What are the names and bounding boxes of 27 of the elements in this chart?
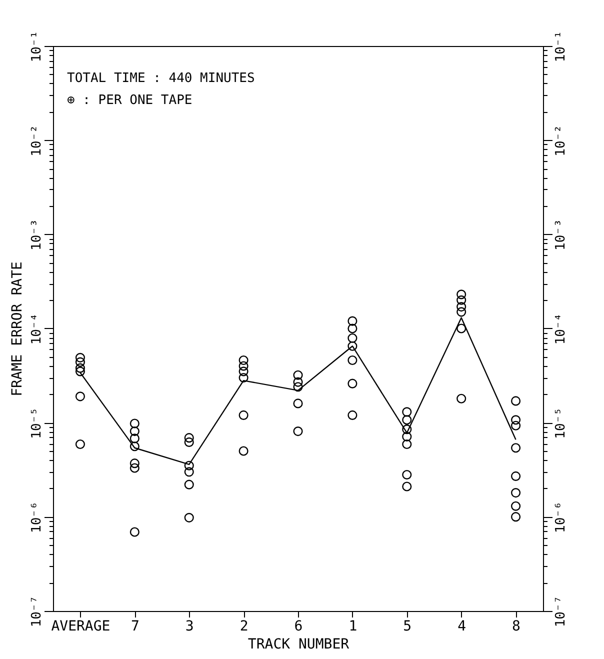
x-tick-label: 2 (240, 618, 248, 634)
text: 10⁻⁷ (554, 596, 568, 628)
y-tick-label: 10⁻⁴ (30, 313, 44, 345)
x-tick-label: 3 (185, 618, 194, 634)
y-tick-label: 10⁻² (30, 125, 44, 156)
y-tick-label: 10⁻⁵ (30, 408, 44, 439)
text: 10⁻⁴ (554, 313, 568, 345)
text: 10⁻² (554, 125, 568, 156)
y-tick-label: 10⁻⁶ (30, 502, 44, 533)
y-tick-label: 10⁻⁷ (30, 596, 44, 628)
y-tick-label: 10⁻³ (30, 219, 44, 250)
annotation: TOTAL TIME : 440 MINUTES (67, 71, 255, 86)
x-tick-label: 1 (348, 618, 358, 634)
x-tick-label: 8 (512, 618, 520, 634)
y-tick-label: 10⁻¹ (30, 30, 44, 62)
x-tick-label: AVERAGE (51, 618, 110, 634)
x-tick-label: 5 (403, 618, 412, 634)
x-tick-label: 6 (294, 618, 303, 634)
text: 10⁻³ (554, 219, 568, 250)
text: 10⁻⁶ (554, 502, 568, 533)
x-tick-label: 7 (130, 618, 140, 634)
annotation: ⊕ : PER ONE TAPE (67, 93, 192, 108)
x-axis-title: TRACK NUMBER (248, 636, 350, 652)
y-axis-title: FRAME ERROR RATE (10, 262, 26, 396)
text: 10⁻⁵ (554, 408, 568, 439)
text: 10⁻¹ (554, 30, 568, 62)
x-tick-label: 4 (458, 618, 466, 634)
